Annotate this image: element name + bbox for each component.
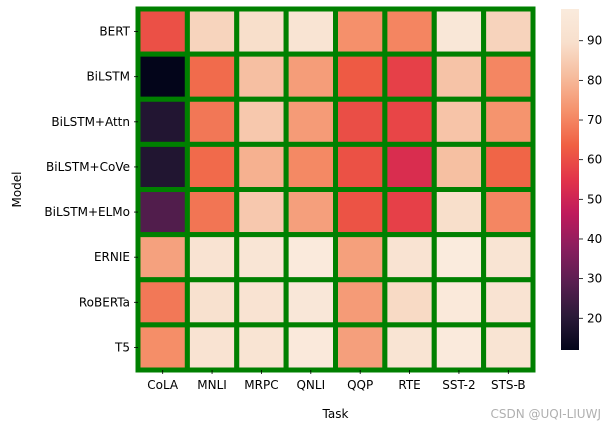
x-tick-label: MNLI	[197, 378, 227, 392]
heatmap-cell-BERT-SST-2	[431, 6, 487, 57]
heatmap-cell-ERNIE-QNLI	[283, 232, 338, 283]
colorbar-tick-label: 60	[587, 153, 602, 167]
heatmap-cell-BERT-QNLI	[283, 6, 338, 57]
heatmap-cell-BiLSTM-MRPC	[234, 51, 289, 102]
heatmap-cell-T5-QNLI	[283, 322, 338, 373]
heatmap-cell-BERT-RTE	[382, 6, 437, 57]
heatmap-cell-BERT-STS-B	[481, 6, 536, 57]
heatmap-cell-BiLSTM-MNLI	[184, 51, 240, 102]
heatmap-cell-BiLSTM+ELMo-SST-2	[431, 187, 487, 238]
y-tick-label: ERNIE	[94, 250, 130, 264]
y-tick-label: BERT	[99, 25, 130, 39]
x-tick-label: QQP	[347, 378, 373, 392]
heatmap-cell-ERNIE-STS-B	[481, 232, 536, 283]
heatmap-cell-BERT-MNLI	[184, 6, 240, 57]
heatmap-cell-BiLSTM+Attn-SST-2	[431, 96, 487, 147]
heatmap-cell-ERNIE-MRPC	[234, 232, 289, 283]
heatmap-cell-BiLSTM+ELMo-MNLI	[184, 187, 240, 238]
colorbar-ticks: 20 30 40 50 60 70 80 90	[579, 34, 602, 325]
heatmap-cell-BiLSTM+CoVe-RTE	[382, 141, 437, 192]
heatmap-cell-BiLSTM+ELMo-MRPC	[234, 187, 289, 238]
heatmap-cell-BiLSTM+CoVe-QNLI	[283, 141, 338, 192]
heatmap-cell-BERT-QQP	[333, 6, 388, 57]
x-tick-label: MRPC	[244, 378, 278, 392]
heatmap-cell-BiLSTM+ELMo-RTE	[382, 187, 437, 238]
heatmap-cell-BiLSTM+CoVe-MNLI	[184, 141, 240, 192]
heatmap-cell-ERNIE-MNLI	[184, 232, 240, 283]
heatmap-cell-RoBERTa-QQP	[333, 277, 388, 328]
x-tick-label: CoLA	[147, 378, 179, 392]
heatmap-cell-RoBERTa-QNLI	[283, 277, 338, 328]
heatmap-cell-BiLSTM+CoVe-CoLA	[135, 141, 190, 192]
y-tick-label: BiLSTM+Attn	[51, 115, 130, 129]
heatmap-cell-T5-RTE	[382, 322, 437, 373]
heatmap-cell-ERNIE-SST-2	[431, 232, 487, 283]
x-tick-label: RTE	[398, 378, 420, 392]
colorbar-tick-label: 90	[587, 34, 602, 48]
heatmap-cell-T5-MNLI	[184, 322, 240, 373]
colorbar-tick-label: 30	[587, 272, 602, 286]
heatmap-cell-T5-SST-2	[431, 322, 487, 373]
heatmap-cell-BiLSTM-SST-2	[431, 51, 487, 102]
y-tick-label: RoBERTa	[79, 295, 130, 309]
heatmap-cell-T5-QQP	[333, 322, 388, 373]
heatmap-cell-RoBERTa-CoLA	[135, 277, 190, 328]
colorbar-tick-label: 50	[587, 192, 602, 206]
x-tick-label: QNLI	[296, 378, 325, 392]
colorbar	[561, 9, 579, 350]
heatmap-cell-BiLSTM-QQP	[333, 51, 388, 102]
heatmap-cell-RoBERTa-MRPC	[234, 277, 289, 328]
heatmap-cell-BERT-MRPC	[234, 6, 289, 57]
heatmap-cell-BiLSTM+ELMo-CoLA	[135, 187, 190, 238]
heatmap-cell-T5-CoLA	[135, 322, 190, 373]
heatmap-cells	[135, 6, 536, 373]
colorbar-tick-label: 40	[587, 232, 602, 246]
heatmap-cell-BiLSTM+ELMo-STS-B	[481, 187, 536, 238]
x-axis-label: Task	[322, 407, 349, 421]
heatmap-cell-ERNIE-CoLA	[135, 232, 190, 283]
y-tick-label: BiLSTM+CoVe	[46, 160, 130, 174]
heatmap-cell-RoBERTa-RTE	[382, 277, 437, 328]
heatmap-cell-BiLSTM+ELMo-QNLI	[283, 187, 338, 238]
y-tick-label: BiLSTM	[86, 70, 130, 84]
heatmap-cell-BiLSTM-STS-B	[481, 51, 536, 102]
heatmap-cell-BiLSTM-RTE	[382, 51, 437, 102]
heatmap-cell-BiLSTM+Attn-CoLA	[135, 96, 190, 147]
x-tick-labels: CoLA MNLI MRPC QNLI QQP RTE SST-2 STS-B	[147, 370, 526, 392]
heatmap-cell-BiLSTM+CoVe-STS-B	[481, 141, 536, 192]
heatmap-cell-BiLSTM+Attn-RTE	[382, 96, 437, 147]
heatmap-cell-T5-STS-B	[481, 322, 536, 373]
heatmap-cell-BiLSTM+Attn-QNLI	[283, 96, 338, 147]
heatmap-cell-BiLSTM+Attn-MRPC	[234, 96, 289, 147]
colorbar-tick-label: 80	[587, 73, 602, 87]
y-tick-label: T5	[114, 340, 130, 354]
heatmap-cell-BiLSTM+CoVe-MRPC	[234, 141, 289, 192]
heatmap-cell-BiLSTM+Attn-STS-B	[481, 96, 536, 147]
heatmap-cell-ERNIE-QQP	[333, 232, 388, 283]
heatmap-cell-T5-MRPC	[234, 322, 289, 373]
heatmap-cell-BiLSTM+ELMo-QQP	[333, 187, 388, 238]
heatmap-cell-BiLSTM+CoVe-QQP	[333, 141, 388, 192]
y-tick-label: BiLSTM+ELMo	[44, 205, 130, 219]
heatmap-cell-BiLSTM-CoLA	[135, 51, 190, 102]
heatmap-cell-BiLSTM+Attn-MNLI	[184, 96, 240, 147]
watermark-text: CSDN @UQI-LIUWJ	[490, 407, 601, 421]
y-axis-label: Model	[10, 171, 24, 207]
colorbar-tick-label: 20	[587, 311, 602, 325]
colorbar-tick-label: 70	[587, 113, 602, 127]
heatmap-cell-ERNIE-RTE	[382, 232, 437, 283]
y-tick-labels: BERT BiLSTM BiLSTM+Attn BiLSTM+CoVe BiLSTM+E…	[44, 25, 138, 354]
heatmap-cell-BERT-CoLA	[135, 6, 190, 57]
heatmap-cell-RoBERTa-MNLI	[184, 277, 240, 328]
heatmap-cell-RoBERTa-STS-B	[481, 277, 536, 328]
x-tick-label: SST-2	[442, 378, 475, 392]
heatmap-cell-BiLSTM+Attn-QQP	[333, 96, 388, 147]
x-tick-label: STS-B	[491, 378, 526, 392]
heatmap-cell-BiLSTM+CoVe-SST-2	[431, 141, 487, 192]
heatmap-cell-RoBERTa-SST-2	[431, 277, 487, 328]
heatmap-cell-BiLSTM-QNLI	[283, 51, 338, 102]
